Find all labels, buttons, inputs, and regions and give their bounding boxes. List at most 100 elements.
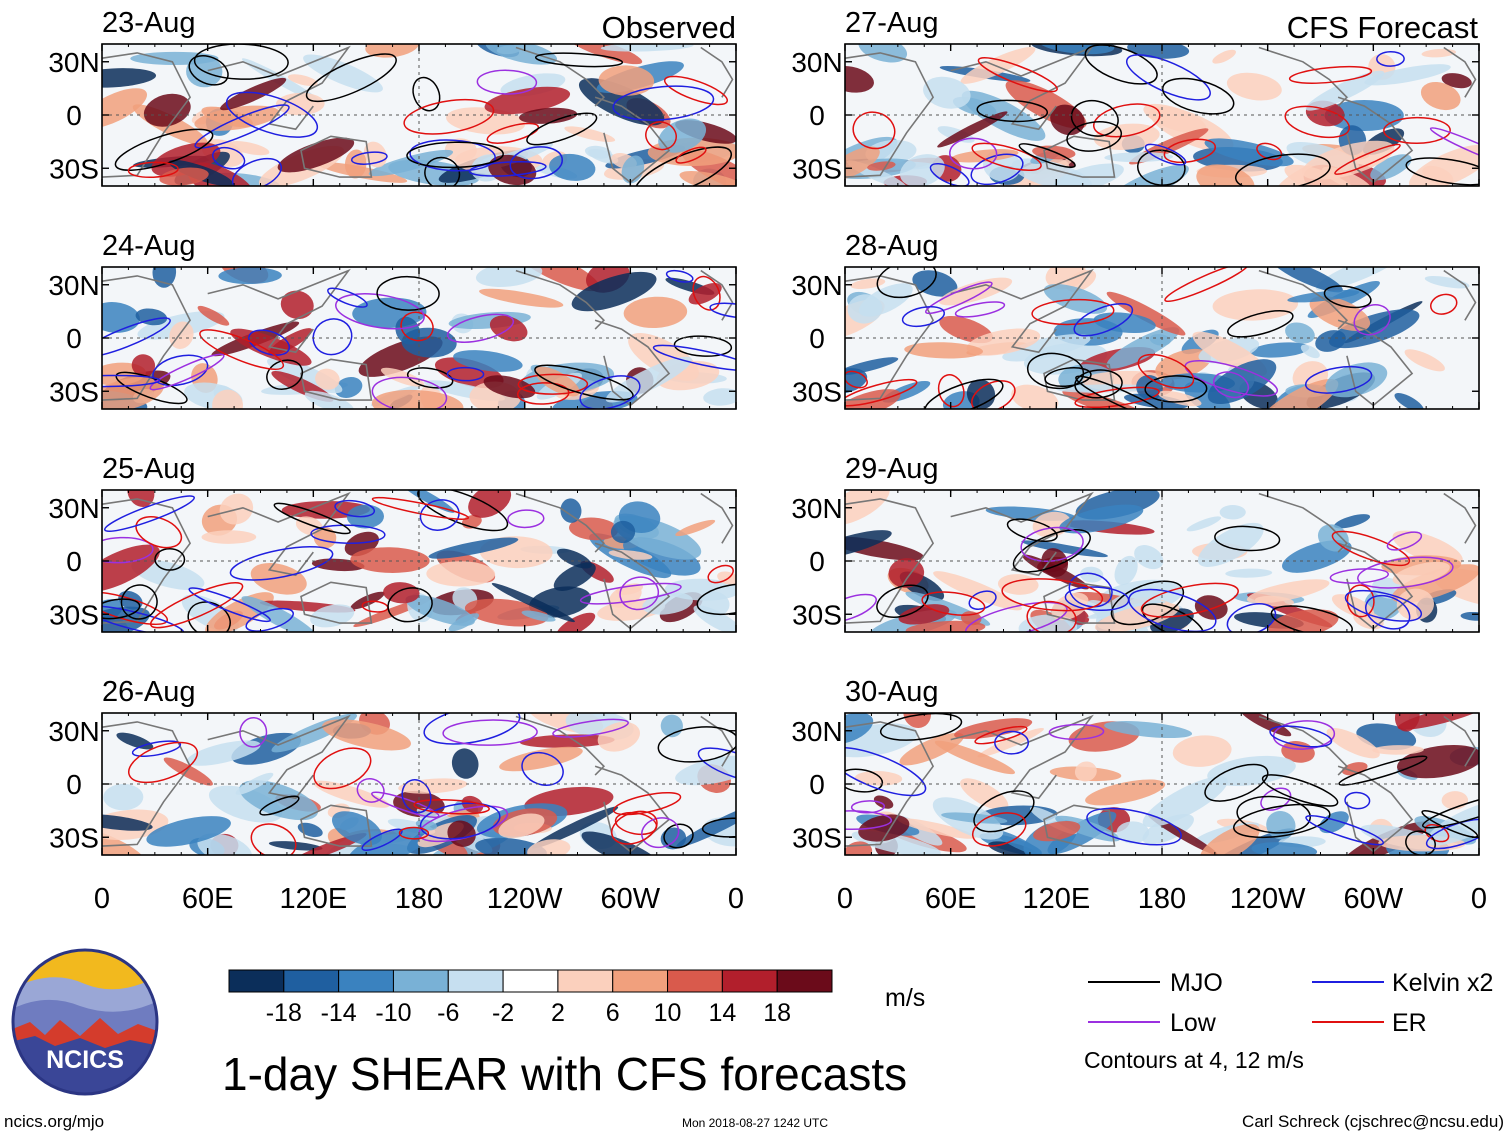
contour-line xyxy=(259,795,300,816)
contour-line xyxy=(225,91,319,138)
shear-blob xyxy=(448,613,480,632)
x-tick-label: 60W xyxy=(601,883,661,915)
shear-blob xyxy=(679,171,736,186)
y-tick-label: 30N xyxy=(791,716,842,747)
contour-line xyxy=(845,810,893,831)
shear-blob xyxy=(581,831,664,855)
contour-line xyxy=(696,583,736,616)
shear-blob xyxy=(1079,566,1104,583)
colorbar-swatch xyxy=(721,969,778,993)
contour-line xyxy=(641,817,680,849)
colorbar-label: -2 xyxy=(492,999,514,1027)
shear-blob xyxy=(1324,99,1404,132)
coastline xyxy=(300,581,373,624)
coastline xyxy=(207,714,351,800)
coastline xyxy=(207,45,351,131)
shear-blob xyxy=(571,271,657,312)
contour-line xyxy=(929,162,970,186)
shear-blob xyxy=(368,149,454,177)
contour-line xyxy=(634,146,733,186)
x-tick-label: 120W xyxy=(1230,883,1306,915)
shear-blob xyxy=(1353,610,1384,630)
shear-blob xyxy=(854,771,903,786)
legend-low-label: Low xyxy=(1170,1009,1217,1037)
colorbar-swatch xyxy=(776,969,833,993)
contour-line xyxy=(102,536,154,564)
y-tick-label: 30S xyxy=(49,153,99,184)
contour-line xyxy=(486,122,540,144)
x-tick-label: 0 xyxy=(94,883,110,915)
shear-blob xyxy=(426,561,496,587)
contour-line xyxy=(398,826,430,840)
panel-23-aug: 30N 0 30S 23-Aug xyxy=(48,7,737,187)
shear-blob xyxy=(845,713,874,745)
contour-line xyxy=(1353,304,1391,336)
contour-line xyxy=(707,564,734,584)
shear-blob xyxy=(241,596,317,632)
footer-timestamp: Mon 2018-08-27 1242 UTC xyxy=(682,1116,828,1130)
ncics-logo: NCICS xyxy=(11,948,159,1096)
coastline xyxy=(1258,46,1349,107)
shear-blob xyxy=(598,65,655,96)
contour-line xyxy=(675,146,707,164)
y-tick-label: 30N xyxy=(48,47,99,78)
shear-blob xyxy=(1287,289,1360,303)
contour-line xyxy=(645,121,677,151)
legend: MJO Kelvin x2 Low ER Contours at 4, 12 m… xyxy=(1084,969,1493,1073)
shear-field xyxy=(102,490,736,632)
shear-blob xyxy=(197,833,252,855)
shear-blob xyxy=(1364,64,1451,86)
shear-field xyxy=(845,44,1479,186)
contour-line xyxy=(419,802,501,840)
y-tick-label: 0 xyxy=(66,546,82,577)
colorbar-label: 10 xyxy=(654,999,682,1027)
shear-blob xyxy=(304,390,354,409)
shear-blob xyxy=(131,354,156,377)
shear-blob xyxy=(905,620,986,632)
shear-blob xyxy=(1056,384,1153,393)
contour-line xyxy=(1421,810,1479,838)
shear-blob xyxy=(102,827,147,855)
panel-29-aug: 30N 0 30S 29-Aug xyxy=(791,453,1480,633)
observed-header: Observed xyxy=(602,10,736,45)
shear-blob xyxy=(845,146,880,181)
main-title: 1-day SHEAR with CFS forecasts xyxy=(222,1048,907,1100)
shear-blob xyxy=(1011,384,1059,409)
contour-line xyxy=(409,139,496,172)
contour-line xyxy=(652,344,736,372)
shear-blob xyxy=(475,837,547,855)
contour-line xyxy=(199,329,285,370)
shear-blob xyxy=(1300,344,1320,359)
panel-date-label: 25-Aug xyxy=(102,453,196,485)
shear-blob xyxy=(1085,779,1166,806)
shear-blob xyxy=(1093,312,1156,334)
shear-blob xyxy=(1194,595,1228,620)
shear-blob xyxy=(519,107,578,124)
shear-blob xyxy=(277,137,355,173)
shear-blob xyxy=(1116,821,1150,844)
y-tick-label: 0 xyxy=(809,546,825,577)
colorbar-swatch xyxy=(612,969,669,993)
contour-line xyxy=(152,354,209,387)
coastline xyxy=(300,358,373,401)
shear-blob xyxy=(845,530,892,560)
shear-blob xyxy=(1155,348,1212,380)
contour-line xyxy=(1270,605,1353,632)
coastline xyxy=(515,269,606,330)
coastline xyxy=(515,715,606,776)
shear-blob xyxy=(212,389,243,409)
colorbar-label: 2 xyxy=(551,999,565,1027)
shear-blob xyxy=(1207,828,1295,855)
coastline xyxy=(515,46,606,107)
contour-line xyxy=(1357,556,1454,589)
shear-blob xyxy=(1319,811,1349,834)
contour-line xyxy=(977,57,1058,93)
shear-blob xyxy=(347,827,430,855)
shear-blob xyxy=(865,139,917,165)
shear-blob xyxy=(1158,390,1202,407)
shear-blob xyxy=(1002,334,1091,362)
panel-24-aug: 30N 0 30S 24-Aug xyxy=(48,230,737,410)
coastline xyxy=(1443,269,1477,321)
